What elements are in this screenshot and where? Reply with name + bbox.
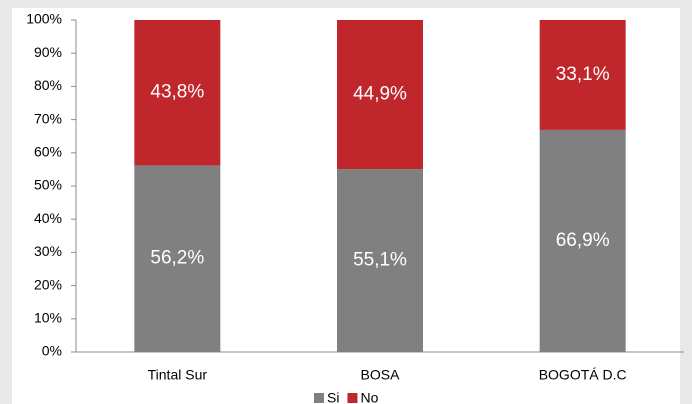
value-label: 33,1% — [556, 64, 610, 85]
y-tick-label: 50% — [34, 177, 62, 193]
legend-label: Si — [327, 390, 339, 404]
y-tick-label: 60% — [34, 144, 62, 160]
x-tick-label: BOSA — [361, 367, 401, 383]
value-label: 56,2% — [150, 248, 204, 269]
value-label: 55,1% — [353, 250, 407, 271]
x-tick-label: BOGOTÁ D.C — [539, 367, 627, 383]
y-tick-label: 80% — [34, 77, 62, 93]
y-tick-label: 90% — [34, 44, 62, 60]
y-tick-label: 0% — [42, 343, 62, 359]
bar-segment — [134, 20, 221, 166]
legend-swatch — [314, 393, 324, 403]
x-tick-label: Tintal Sur — [148, 367, 208, 383]
y-tick-label: 40% — [34, 210, 62, 226]
value-label: 43,8% — [150, 82, 204, 103]
bar-segment — [539, 20, 626, 130]
bar-segment — [337, 169, 423, 352]
bar-segment — [539, 129, 626, 352]
y-tick-label: 70% — [34, 110, 62, 126]
y-tick-label: 10% — [34, 310, 62, 326]
y-tick-label: 30% — [34, 243, 62, 259]
bar-segment — [134, 165, 221, 352]
bar-segment — [337, 20, 423, 170]
y-tick-label: 100% — [26, 11, 62, 27]
value-label: 66,9% — [556, 230, 610, 251]
legend-swatch — [347, 393, 358, 403]
value-label: 44,9% — [353, 84, 407, 105]
legend-label: No — [360, 390, 378, 404]
y-tick-label: 20% — [34, 276, 62, 292]
